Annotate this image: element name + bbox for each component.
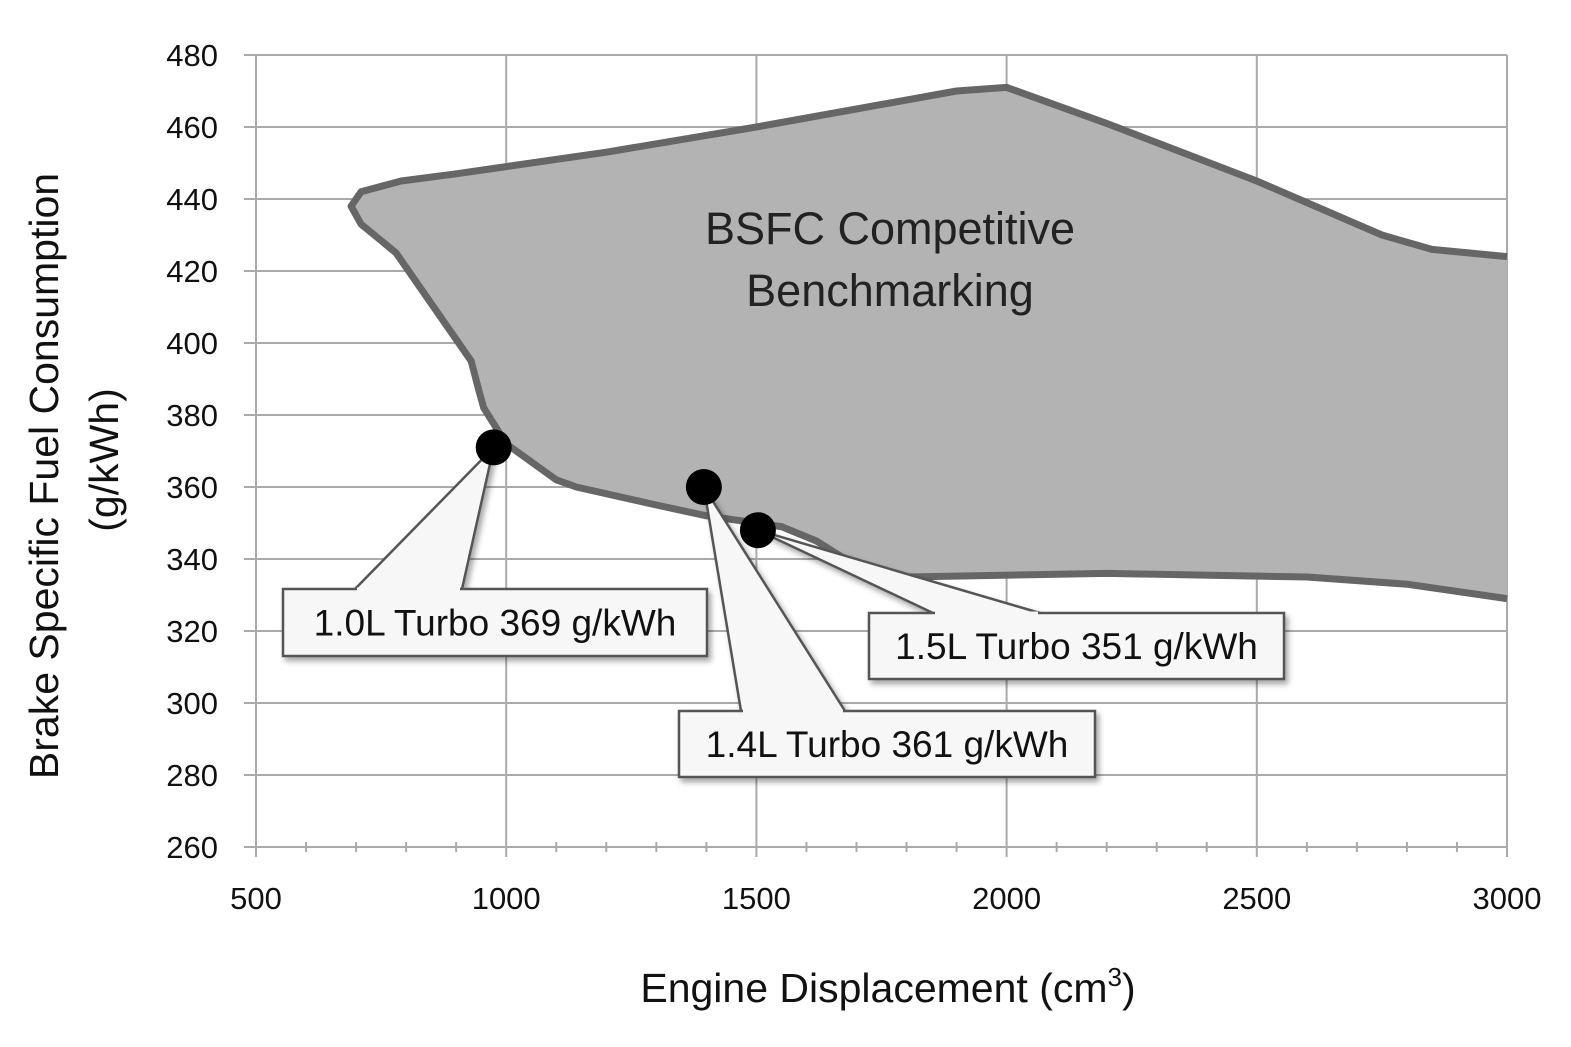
data-point [475, 429, 512, 466]
data-point [739, 512, 776, 549]
x-tick-label: 2000 [972, 881, 1041, 916]
x-tick-label: 3000 [1473, 881, 1542, 916]
region-fill [351, 87, 1508, 599]
y-tick-label: 340 [166, 542, 218, 577]
y-tick-label: 260 [166, 830, 218, 865]
y-tick-label: 380 [166, 398, 218, 433]
x-tick-label: 2500 [1222, 881, 1291, 916]
y-axis-title-line1: Brake Specific Fuel Consumption [21, 173, 67, 779]
data-point [685, 469, 722, 505]
y-axis-title-line2: (g/kWh) [81, 388, 127, 532]
benchmark-region [347, 83, 1508, 603]
callouts: 1.0L Turbo 369 g/kWh 1.4L Turbo 361 g/kWh… [281, 443, 1286, 779]
data-label: 1.5L Turbo 351 g/kWh [895, 626, 1258, 667]
x-tick-label: 500 [230, 881, 282, 916]
axes: 260 280 300 320 340 360 380 400 420 440 460 480 500 1… [166, 38, 1541, 916]
callout-pointer [352, 443, 496, 591]
data-label: 1.0L Turbo 369 g/kWh [314, 603, 677, 644]
callout-box [867, 611, 1286, 681]
region-label-line1: BSFC Competitive [705, 203, 1075, 254]
x-axis-title-close: ) [1122, 965, 1136, 1011]
x-tick-label: 1500 [722, 881, 791, 916]
x-axis-title-main: Engine Displacement (cm [640, 965, 1107, 1011]
callout [677, 486, 1097, 779]
x-axis-title: Engine Displacement (cm3) [640, 962, 1135, 1011]
x-axis-title-sup: 3 [1108, 962, 1122, 992]
callout [757, 529, 1286, 681]
data-points [475, 429, 776, 549]
y-tick-label: 440 [166, 182, 218, 217]
y-tick-label: 460 [166, 110, 218, 145]
y-tick-label: 320 [166, 614, 218, 649]
y-tick-label: 360 [166, 470, 218, 505]
data-label: 1.4L Turbo 361 g/kWh [706, 724, 1069, 765]
y-tick-label: 420 [166, 254, 218, 289]
y-tick-label: 280 [166, 758, 218, 793]
x-tick-label: 1000 [472, 881, 541, 916]
y-tick-label: 480 [166, 38, 218, 73]
callout [281, 443, 709, 658]
callout-box [677, 709, 1097, 779]
callout-box [281, 587, 709, 658]
y-tick-label: 300 [166, 686, 218, 721]
y-tick-label: 400 [166, 326, 218, 361]
region-label-line2: Benchmarking [746, 265, 1034, 316]
